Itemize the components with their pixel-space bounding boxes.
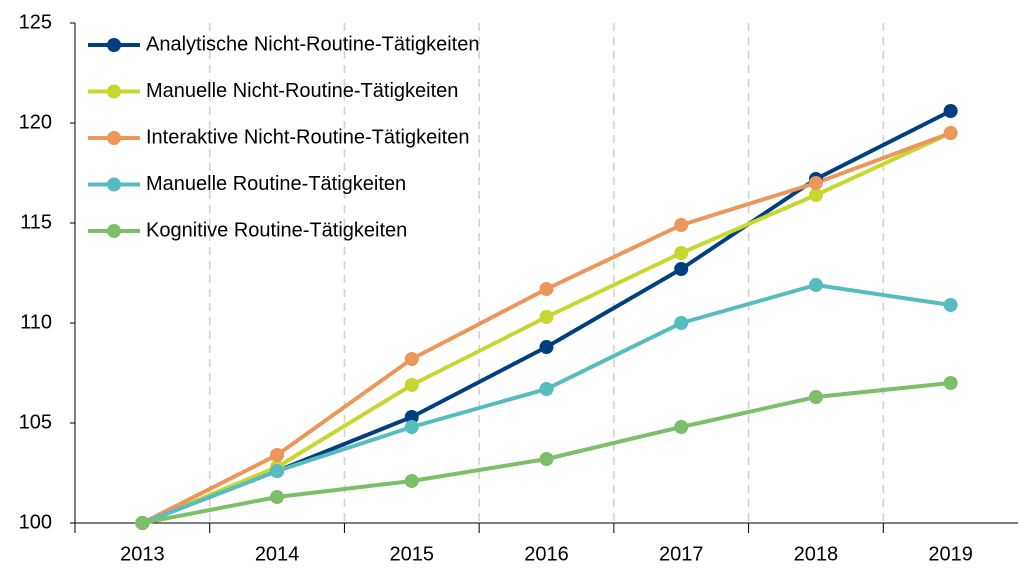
data-point [808,278,823,292]
data-point [404,420,419,434]
legend-marker [107,84,121,99]
y-tick-label: 100 [19,511,52,533]
legend-marker [107,224,121,238]
data-point [808,390,823,404]
y-tick-label: 125 [19,11,52,33]
data-point [539,452,554,466]
data-point [270,464,285,478]
data-point [539,382,554,396]
data-point [404,378,419,392]
data-point [270,490,285,504]
data-point [943,298,958,312]
y-tick-label: 115 [20,211,52,233]
y-tick-label: 110 [20,311,52,333]
legend-label: Interaktive Nicht-Routine-Tätigkeiten [146,126,469,148]
x-tick-label: 2018 [794,543,839,565]
data-point [539,340,554,354]
legend-label: Kognitive Routine-Tätigkeiten [146,219,407,241]
x-tick-label: 2019 [928,543,973,565]
x-tick-label: 2013 [120,543,165,565]
legend-label: Analytische Nicht-Routine-Tätigkeiten [146,33,480,55]
data-point [674,218,689,232]
data-point [943,126,958,140]
x-tick-label: 2015 [390,543,435,565]
legend-marker [107,131,121,145]
data-point [674,262,689,276]
data-point [674,316,689,330]
data-point [808,176,823,190]
data-point [135,516,150,530]
data-point [404,352,419,366]
legend-label: Manuelle Nicht-Routine-Tätigkeiten [146,80,458,102]
data-point [404,474,419,488]
y-tick-label: 120 [19,111,52,133]
legend-marker [107,177,121,192]
data-point [404,410,419,424]
data-point [539,310,554,324]
data-point [270,448,285,462]
x-tick-label: 2016 [524,543,569,565]
data-point [539,282,554,296]
x-tick-label: 2017 [659,543,704,565]
data-point [943,104,958,118]
legend-marker [107,38,121,52]
data-point [674,420,689,434]
data-point [808,188,823,202]
legend-label: Manuelle Routine-Tätigkeiten [146,173,406,195]
x-tick-label: 2014 [255,543,300,565]
y-tick-label: 105 [19,411,52,433]
data-point [674,246,689,260]
data-point [943,376,958,390]
